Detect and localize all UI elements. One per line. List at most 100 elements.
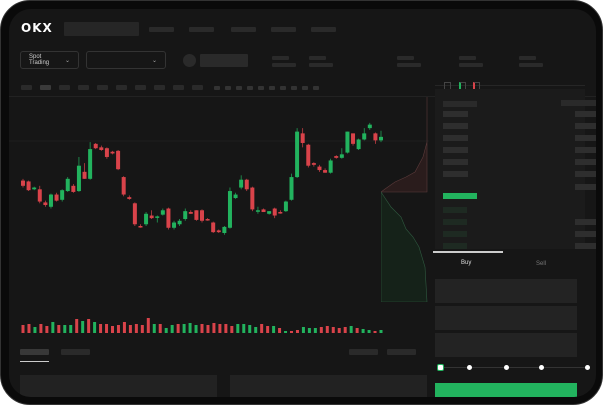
divider [435,85,585,86]
nav-item[interactable] [189,27,214,32]
candle [373,132,378,144]
slider-step[interactable] [539,365,544,370]
volume-bar [140,325,144,333]
volume-bar [224,324,228,333]
candle-body [65,178,70,192]
volume-bar [182,324,186,333]
candle [278,210,283,214]
candle [82,163,87,179]
ask-price [443,135,468,141]
stat-value [309,63,333,67]
interval-button[interactable] [154,85,165,90]
buy-button[interactable] [435,383,577,397]
tab-open-orders[interactable] [20,349,49,355]
interval-button[interactable] [116,85,127,90]
volume-bar [164,328,168,333]
price-input[interactable] [435,279,577,303]
candle-body [155,216,160,218]
candle-body [144,213,149,225]
drawing-tool-icon[interactable] [269,86,275,90]
candle [334,155,339,159]
nav-item[interactable] [231,27,256,32]
drawing-tool-icon[interactable] [247,86,253,90]
candle [166,207,171,230]
slider-step[interactable] [585,365,590,370]
drawing-tool-icon[interactable] [236,86,242,90]
nav-item[interactable] [311,27,336,32]
interval-button[interactable] [135,85,146,90]
candle-body [177,220,182,225]
leverage-slider[interactable] [437,364,590,371]
search-box[interactable] [64,22,139,36]
candle-body [334,156,339,158]
candle-body [356,139,361,150]
candle-body [306,144,311,166]
candle-body [244,179,249,190]
candle [104,147,109,159]
filter-button[interactable] [349,349,378,355]
total-input[interactable] [435,333,577,357]
slider-handle[interactable] [437,364,444,371]
candle-body [32,187,37,190]
volume-bar [236,324,240,333]
candle-body [205,219,210,221]
candle-body [121,177,126,195]
volume-bar [21,325,25,333]
nav-item[interactable] [271,27,296,32]
candle-body [289,177,294,200]
interval-button[interactable] [21,85,32,90]
sell-tab[interactable]: Sell [536,261,547,267]
drawing-tool-icon[interactable] [291,86,297,90]
volume-bar [99,324,103,333]
volume-bar [33,327,37,333]
candle-body [88,149,93,179]
interval-button[interactable] [192,85,203,90]
buy-tab[interactable]: Buy [461,260,472,266]
candle [356,138,361,150]
nav-item[interactable] [149,27,174,32]
drawing-tool-icon[interactable] [302,86,308,90]
candle [317,164,322,172]
amount-input[interactable] [435,306,577,330]
candle-body [362,133,367,140]
drawing-tool-icon[interactable] [214,86,220,90]
interval-button[interactable] [59,85,70,90]
ask-price [443,123,468,129]
candle [21,178,25,188]
pair-dropdown[interactable]: ⌄ [86,51,166,69]
candlestick-chart[interactable] [9,97,429,347]
drawing-tool-icon[interactable] [280,86,286,90]
slider-step[interactable] [504,365,509,370]
candle-body [127,197,132,199]
candle [99,145,104,151]
volume-bar [69,325,73,333]
interval-button[interactable] [173,85,184,90]
candle-body [351,133,356,144]
candle-body [227,191,232,228]
candle-body [317,166,322,171]
interval-button[interactable] [97,85,108,90]
spot-trading-dropdown[interactable]: Spot Trading ⌄ [20,51,79,69]
ask-amount [575,147,596,153]
filter-button[interactable] [387,349,416,355]
volume-bar [284,331,288,333]
candle [244,178,249,192]
header-price [443,101,477,107]
candle [261,208,266,213]
order-book [435,89,596,249]
candle-body [339,154,344,158]
interval-button[interactable] [78,85,89,90]
drawing-tool-icon[interactable] [225,86,231,90]
drawing-tool-icon[interactable] [313,86,319,90]
okx-logo[interactable]: OKX [21,21,53,35]
ask-amount [575,171,596,177]
drawing-tool-icon[interactable] [258,86,264,90]
chevron-down-icon: ⌄ [64,57,70,64]
candle-body [200,210,204,221]
candle-body [149,215,154,219]
interval-button[interactable] [40,85,51,90]
tab-history[interactable] [61,349,90,355]
ask-depth [381,97,428,193]
candle [32,186,37,191]
slider-step[interactable] [467,365,472,370]
